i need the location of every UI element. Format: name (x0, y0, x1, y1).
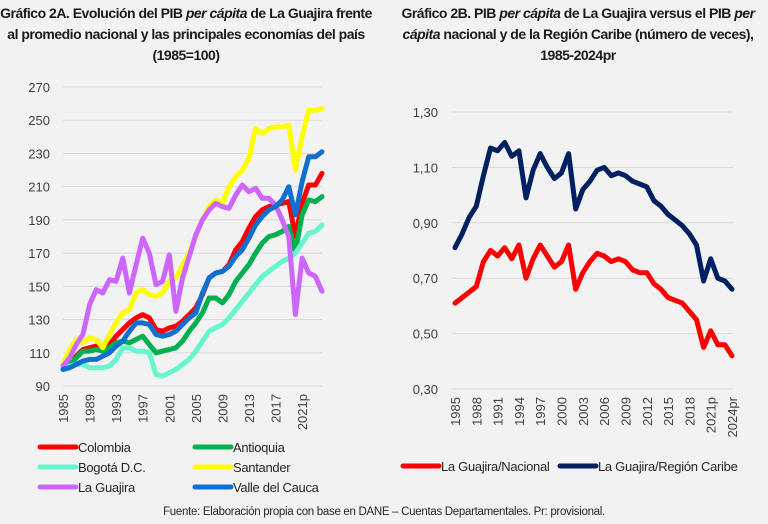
series-line-la-guajira-nacional (452, 242, 735, 359)
x-tick-label: 1989 (83, 394, 98, 423)
x-tick-label: 1997 (136, 394, 151, 423)
legend-label: La Guajira/Nacional (441, 459, 550, 474)
title-text: Gráfico 2B. PIB (401, 5, 500, 21)
y-tick-label: 170 (28, 246, 50, 261)
y-tick-label: 230 (28, 146, 50, 161)
y-tick-label: 130 (28, 313, 50, 328)
series-line-antioquia (60, 194, 325, 372)
y-tick-label: 90 (36, 379, 50, 394)
x-tick-label: 2018 (682, 397, 697, 426)
title-italic-text: per cápita (499, 5, 561, 21)
y-tick-label: 250 (28, 113, 50, 128)
legend-label: Colombia (78, 440, 132, 455)
x-tick-label: 2012 (640, 397, 655, 426)
series-line-la-guajira-regi-n-caribe (452, 140, 735, 292)
x-tick-label: 2017 (269, 394, 284, 423)
source-note: Fuente: Elaboración propia con base en D… (163, 506, 605, 518)
chart-2b-title: Gráfico 2B. PIB per cápita de La Guajira… (388, 3, 768, 66)
x-tick-label: 2003 (576, 397, 591, 426)
y-tick-label: 0,90 (413, 216, 438, 231)
x-tick-label: 2005 (189, 394, 204, 423)
series-line-colombia (60, 170, 325, 372)
y-tick-label: 210 (28, 180, 50, 195)
legend-label: La Guajira (78, 480, 136, 495)
title-italic-text: per cápita (185, 5, 248, 21)
x-tick-label: 2024pr (725, 396, 740, 437)
chart-2a-title: Gráfico 2A. Evolución del PIB per cápita… (0, 3, 372, 66)
x-tick-label: 1994 (512, 397, 527, 426)
series-line-bogot-d-c- (60, 222, 325, 379)
x-tick-label: 2000 (555, 397, 570, 426)
legend-label: Antioquia (233, 440, 286, 455)
title-text: de La Guajira frente al promedio naciona… (7, 5, 372, 63)
y-tick-label: 0,70 (413, 271, 438, 286)
y-tick-label: 1,30 (413, 105, 438, 120)
y-tick-label: 1,10 (413, 160, 438, 175)
legend-label: Valle del Cauca (233, 480, 320, 495)
title-text: nacional y de la Región Caribe (número d… (440, 26, 754, 63)
y-tick-label: 110 (29, 346, 50, 361)
x-tick-label: 1988 (469, 397, 484, 426)
series-line-la-guajira (60, 182, 325, 369)
x-tick-label: 2006 (597, 397, 612, 426)
x-tick-label: 1997 (533, 397, 548, 426)
x-tick-label: 2013 (242, 394, 257, 423)
x-tick-label: 2021p (704, 397, 719, 433)
y-tick-label: 190 (28, 213, 50, 228)
y-tick-label: 270 (28, 80, 50, 95)
legend-label: Bogotá D.C. (78, 460, 146, 475)
x-tick-label: 1985 (56, 394, 71, 423)
x-tick-label: 1991 (491, 397, 506, 426)
y-tick-label: 0,50 (413, 327, 438, 342)
x-tick-label: 1993 (109, 394, 124, 423)
x-tick-label: 2021p (295, 394, 310, 430)
legend-label: La Guajira/Región Caribe (598, 459, 738, 474)
title-text: de La Guajira versus el PIB (560, 5, 735, 21)
y-tick-label: 150 (28, 279, 50, 294)
title-text: Gráfico 2A. Evolución del PIB (0, 5, 186, 21)
title-italic-text: per cápita (402, 5, 755, 42)
x-tick-label: 2009 (618, 397, 633, 426)
x-tick-label: 1985 (448, 397, 463, 426)
legend-label: Santander (233, 460, 291, 475)
x-tick-label: 2001 (162, 394, 177, 423)
x-tick-label: 2009 (215, 394, 230, 423)
series-line-valle-del-cauca (60, 149, 325, 372)
x-tick-label: 2015 (661, 397, 676, 426)
y-tick-label: 0,30 (413, 382, 438, 397)
